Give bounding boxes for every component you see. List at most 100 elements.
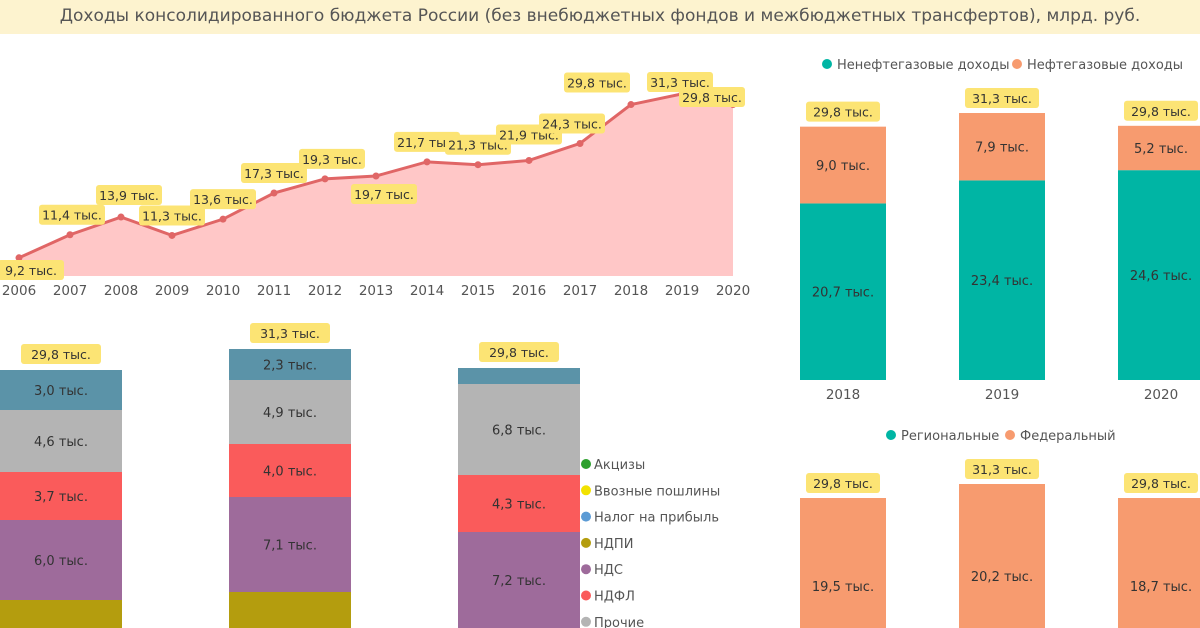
bar-federal-2019: [959, 484, 1045, 628]
label-ndfl-1: 4,0 тыс.: [263, 465, 317, 480]
data-label-2008: 13,9 тыс.: [99, 188, 159, 203]
x-tick-2006: 2006: [2, 283, 36, 299]
data-label-2007: 11,4 тыс.: [42, 208, 102, 223]
total-oil-2019: 31,3 тыс.: [972, 91, 1032, 106]
legend-tax-6: Прочие: [594, 616, 644, 628]
total-oil-2020: 29,8 тыс.: [1131, 104, 1191, 119]
bar-non-oil-2019: [959, 180, 1045, 380]
bar-prochie-2: [458, 384, 580, 475]
data-label-2011: 17,3 тыс.: [244, 166, 304, 181]
legend-tax-4: НДС: [594, 563, 623, 578]
legend-marker-regional: [886, 430, 896, 440]
data-label-2017: 24,3 тыс.: [542, 116, 602, 131]
bar-non-oil-2018: [800, 203, 886, 380]
label-non-oil-2019: 23,4 тыс.: [971, 274, 1033, 289]
total-regional-2020: 29,8 тыс.: [1131, 476, 1191, 491]
data-point-2007: [66, 231, 74, 239]
x-tick-2014: 2014: [410, 283, 444, 299]
legend-tax-3: НДПИ: [594, 537, 633, 552]
bar-profit-2: [458, 368, 580, 384]
legend-marker-tax-1: [581, 485, 591, 496]
x-tick-2016: 2016: [512, 283, 546, 299]
data-label-2006: 9,2 тыс.: [5, 263, 57, 278]
bar-ndfl-0: [0, 472, 122, 520]
bar-profit-0: [0, 370, 122, 410]
label-nds-0: 6,0 тыс.: [34, 554, 88, 569]
legend-tax-2: Налог на прибыль: [594, 511, 719, 526]
bar-ndfl-2: [458, 475, 580, 532]
x-tick-2020: 2020: [716, 283, 750, 299]
data-point-2009: [168, 231, 176, 239]
label-federal-2018: 19,5 тыс.: [812, 580, 874, 595]
label-nds-1: 7,1 тыс.: [263, 539, 317, 554]
total-oil-2018-bg: [806, 101, 880, 122]
total-tax-0-bg: [21, 344, 101, 364]
total-oil-2018: 29,8 тыс.: [813, 105, 873, 120]
x-tick-2010: 2010: [206, 283, 240, 299]
label-profit-1: 2,3 тыс.: [263, 359, 317, 374]
data-label-2015-bg: [445, 134, 511, 155]
bar-prochie-1: [229, 380, 351, 444]
label-non-oil-2020: 24,6 тыс.: [1130, 269, 1192, 284]
label-profit-0: 3,0 тыс.: [34, 384, 88, 399]
x-tick-oil-2018: 2018: [826, 387, 860, 403]
data-point-2015: [474, 161, 482, 169]
x-tick-2017: 2017: [563, 283, 597, 299]
bar-nds-2: [458, 532, 580, 628]
x-tick-2012: 2012: [308, 283, 342, 299]
total-oil-2019-bg: [965, 88, 1039, 109]
data-point-2010: [219, 215, 227, 223]
legend-federal: Федеральный: [1020, 429, 1116, 444]
label-non-oil-2018: 20,7 тыс.: [812, 286, 874, 301]
data-label-2014-bg: [394, 131, 460, 152]
bar-nds-0: [0, 520, 122, 600]
total-tax-0: 29,8 тыс.: [31, 347, 91, 362]
label-oil-2018: 9,0 тыс.: [816, 159, 870, 174]
title-bar: [0, 0, 1200, 34]
legend-marker-tax-6: [581, 616, 591, 627]
data-label-2008-bg: [96, 185, 162, 206]
bar-nds-1: [229, 497, 351, 592]
data-label-2007-bg: [39, 204, 105, 225]
bar-ndpi-1: [229, 592, 351, 628]
x-tick-oil-2019: 2019: [985, 387, 1019, 403]
page-title: Доходы консолидированного бюджета России…: [59, 6, 1141, 26]
total-regional-2020-bg: [1124, 473, 1198, 493]
bar-federal-2018: [800, 498, 886, 628]
x-tick-2018: 2018: [614, 283, 648, 299]
total-tax-2: 29,8 тыс.: [489, 345, 549, 360]
x-tick-oil-2020: 2020: [1144, 387, 1178, 403]
x-tick-2013: 2013: [359, 283, 393, 299]
legend-non-oil: Ненефтегазовые доходы: [837, 58, 1010, 73]
legend-marker-tax-3: [581, 537, 591, 548]
label-federal-2019: 20,2 тыс.: [971, 570, 1033, 585]
total-oil-2020-bg: [1124, 100, 1198, 121]
bar-oil-2018: [800, 126, 886, 204]
bar-ndpi-0: [0, 600, 122, 628]
label-federal-2020: 18,7 тыс.: [1130, 580, 1192, 595]
data-label-2006-bg: [0, 260, 64, 280]
data-label-2013: 19,7 тыс.: [354, 187, 414, 202]
total-tax-1: 31,3 тыс.: [260, 326, 320, 341]
data-label-2010: 13,6 тыс.: [193, 192, 253, 207]
data-label-2020-bg: [679, 87, 745, 107]
data-label-2020: 29,8 тыс.: [682, 90, 742, 105]
bar-ndfl-1: [229, 444, 351, 497]
legend-tax-1: Ввозные пошлины: [594, 484, 720, 499]
data-label-2014: 21,7 тыс.: [397, 135, 457, 150]
data-point-2006: [15, 254, 23, 262]
legend-marker-tax-5: [581, 590, 591, 601]
data-label-2018: 29,8 тыс.: [567, 76, 627, 91]
data-point-2008: [117, 213, 125, 221]
label-prochie-1: 4,9 тыс.: [263, 406, 317, 421]
bar-prochie-0: [0, 410, 122, 472]
total-tax-1-bg: [250, 323, 330, 343]
legend-regional: Региональные: [901, 429, 999, 444]
x-tick-2019: 2019: [665, 283, 699, 299]
bar-oil-2020: [1118, 125, 1200, 171]
data-point-2017: [576, 139, 584, 147]
legend-tax-5: НДФЛ: [594, 590, 635, 605]
total-regional-2019: 31,3 тыс.: [972, 462, 1032, 477]
label-oil-2019: 7,9 тыс.: [975, 141, 1029, 156]
